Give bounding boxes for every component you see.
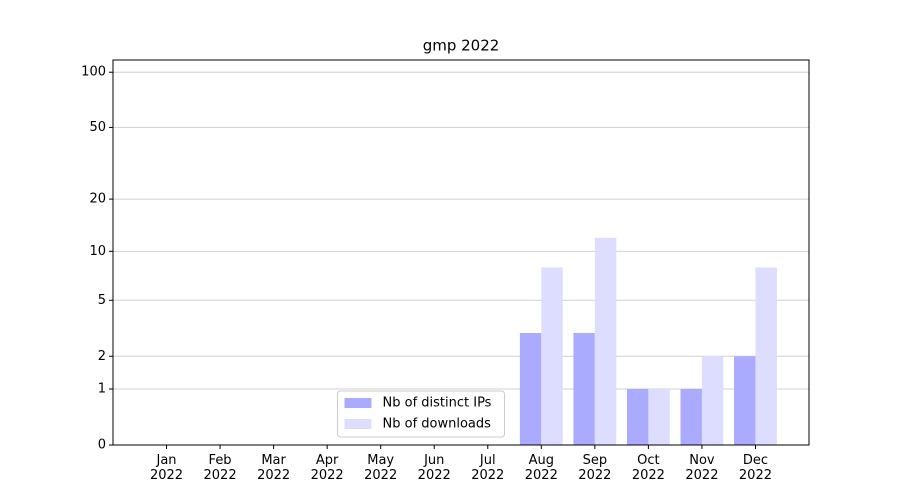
x-tick-label: Aug 2022 bbox=[524, 453, 558, 483]
y-tick-label: 5 bbox=[98, 293, 106, 308]
y-tick-label: 0 bbox=[98, 438, 106, 453]
x-tick-label: Apr 2022 bbox=[310, 453, 344, 483]
bar bbox=[734, 356, 756, 445]
bar bbox=[701, 356, 724, 445]
bar bbox=[573, 333, 595, 445]
legend-box bbox=[337, 390, 505, 438]
y-tick-label: 20 bbox=[89, 192, 106, 207]
y-tick-label: 2 bbox=[98, 349, 106, 364]
bar bbox=[594, 237, 617, 445]
x-tick-label: Sep 2022 bbox=[578, 453, 612, 483]
chart-title: gmp 2022 bbox=[423, 37, 500, 55]
x-tick-label: Feb 2022 bbox=[203, 453, 237, 483]
bars bbox=[519, 237, 777, 445]
legend-label: Nb of distinct IPs bbox=[383, 396, 492, 411]
y-tick-label: 100 bbox=[81, 65, 106, 80]
y-tick-label: 50 bbox=[89, 120, 106, 135]
bar bbox=[648, 389, 670, 445]
x-tick-label: Jul 2022 bbox=[471, 453, 505, 483]
bar bbox=[755, 267, 777, 445]
bar bbox=[541, 267, 563, 445]
bar bbox=[626, 389, 649, 445]
y-tick-label: 1 bbox=[98, 382, 106, 397]
x-tick-label: Dec 2022 bbox=[738, 453, 772, 483]
x-tick-label: Mar 2022 bbox=[257, 453, 291, 483]
legend: Nb of distinct IPs Nb of downloads bbox=[337, 390, 505, 438]
bar bbox=[519, 333, 542, 445]
legend-swatch bbox=[344, 419, 372, 429]
y-tick-label: 10 bbox=[89, 244, 106, 259]
bar bbox=[680, 389, 702, 445]
x-tick-label: Nov 2022 bbox=[685, 453, 719, 483]
legend-swatch bbox=[344, 398, 372, 408]
x-tick-label: May 2022 bbox=[364, 453, 398, 483]
x-tick-label: Jan 2022 bbox=[149, 453, 184, 483]
x-tick-label: Jun 2022 bbox=[417, 453, 451, 483]
plot-frame bbox=[112, 59, 810, 446]
legend-label: Nb of downloads bbox=[383, 417, 492, 432]
x-tick-label: Oct 2022 bbox=[631, 453, 665, 483]
